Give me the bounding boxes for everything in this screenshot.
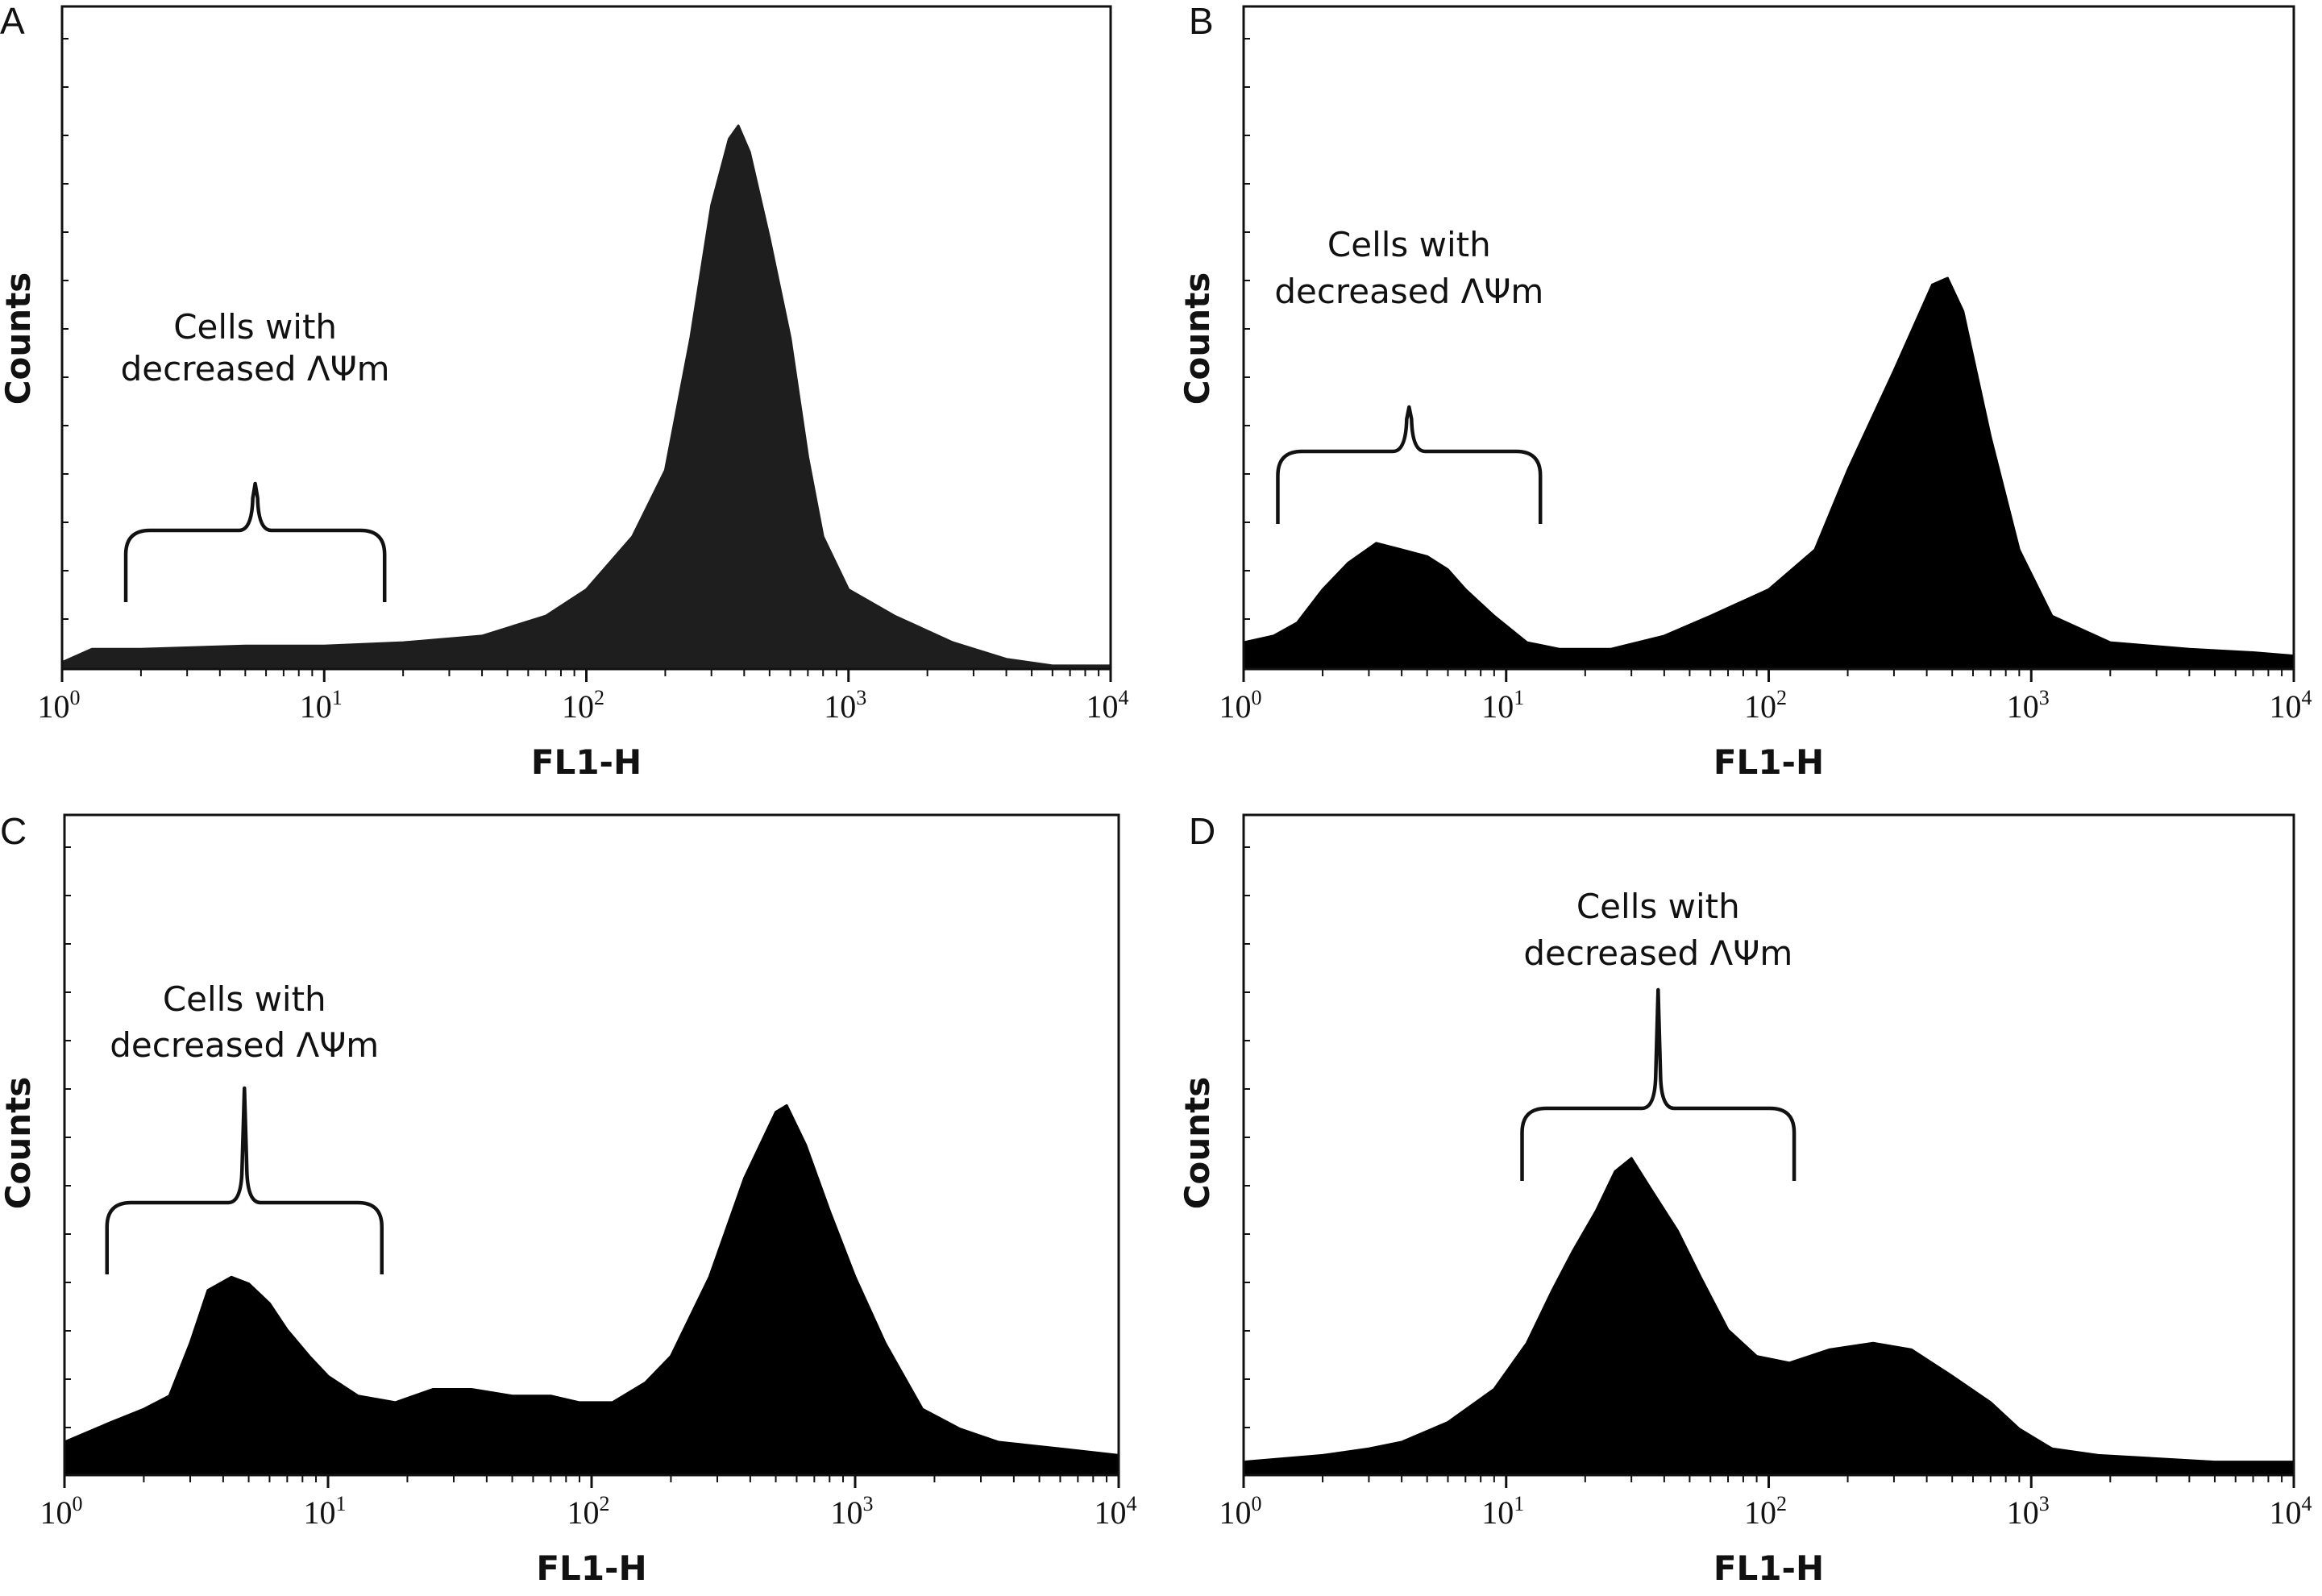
x-tick-base: 10 bbox=[824, 688, 856, 725]
x-tick-label: 104 bbox=[2270, 1492, 2312, 1531]
x-tick-label: 100 bbox=[1219, 686, 1262, 725]
x-tick-exponent: 1 bbox=[336, 1492, 347, 1515]
x-tick-exponent: 0 bbox=[1252, 1492, 1262, 1515]
x-tick-base: 10 bbox=[1744, 1494, 1776, 1531]
x-tick-base: 10 bbox=[1095, 1494, 1127, 1531]
annotation-line-2: decreased ΛΨm bbox=[1523, 933, 1792, 973]
x-tick-base: 10 bbox=[38, 688, 70, 725]
annotation-line-1: Cells with bbox=[173, 307, 337, 347]
x-tick-base: 10 bbox=[1481, 688, 1514, 725]
x-axis-label: FL1-H bbox=[536, 1548, 646, 1588]
y-axis-label: Counts bbox=[0, 272, 38, 405]
annotation-line-1: Cells with bbox=[1576, 887, 1740, 926]
x-tick-label: 104 bbox=[1095, 1492, 1137, 1531]
x-tick-base: 10 bbox=[1219, 1494, 1252, 1531]
x-tick-exponent: 0 bbox=[1252, 686, 1262, 709]
x-tick-label: 100 bbox=[1219, 1492, 1262, 1531]
histogram-area-c-0 bbox=[63, 1103, 1120, 1477]
x-tick-base: 10 bbox=[1481, 1494, 1514, 1531]
x-tick-base: 10 bbox=[1219, 688, 1252, 725]
x-tick-base: 10 bbox=[1744, 688, 1776, 725]
x-axis-label: FL1-H bbox=[1713, 1548, 1824, 1588]
annotation-line-1: Cells with bbox=[1327, 225, 1491, 264]
x-tick-label: 104 bbox=[1086, 686, 1129, 725]
x-tick-base: 10 bbox=[2270, 1494, 2302, 1531]
x-tick-exponent: 3 bbox=[856, 686, 866, 709]
x-tick-exponent: 2 bbox=[1776, 686, 1787, 709]
x-tick-base: 10 bbox=[831, 1494, 863, 1531]
panel-letter: A bbox=[0, 0, 25, 42]
x-tick-label: 102 bbox=[1744, 1492, 1787, 1531]
x-tick-label: 104 bbox=[2270, 686, 2312, 725]
x-tick-exponent: 4 bbox=[1119, 686, 1129, 709]
x-tick-label: 103 bbox=[2007, 1492, 2050, 1531]
x-tick-exponent: 3 bbox=[2039, 1492, 2050, 1515]
x-tick-base: 10 bbox=[2270, 688, 2302, 725]
x-tick-label: 102 bbox=[562, 686, 604, 725]
x-tick-label: 100 bbox=[40, 1492, 83, 1531]
x-tick-label: 101 bbox=[1481, 686, 1524, 725]
x-tick-exponent: 4 bbox=[2302, 1492, 2312, 1515]
annotation-line-2: decreased ΛΨm bbox=[121, 349, 390, 389]
x-tick-exponent: 2 bbox=[600, 1492, 610, 1515]
x-tick-base: 10 bbox=[304, 1494, 336, 1531]
x-tick-exponent: 1 bbox=[1514, 1492, 1524, 1515]
x-tick-label: 101 bbox=[300, 686, 343, 725]
x-tick-exponent: 3 bbox=[863, 1492, 874, 1515]
x-tick-label: 102 bbox=[1744, 686, 1787, 725]
x-tick-exponent: 3 bbox=[2039, 686, 2050, 709]
annotation-line-2: decreased ΛΨm bbox=[1274, 272, 1543, 311]
x-tick-label: 101 bbox=[304, 1492, 347, 1531]
x-tick-exponent: 4 bbox=[2302, 686, 2312, 709]
x-tick-exponent: 1 bbox=[332, 686, 343, 709]
x-tick-exponent: 4 bbox=[1127, 1492, 1137, 1515]
annotation-brace bbox=[123, 481, 387, 602]
x-tick-exponent: 1 bbox=[1514, 686, 1524, 709]
x-tick-base: 10 bbox=[567, 1494, 600, 1531]
x-tick-exponent: 0 bbox=[70, 686, 81, 709]
x-axis-label: FL1-H bbox=[531, 742, 642, 782]
x-tick-label: 101 bbox=[1481, 1492, 1524, 1531]
panel-letter: D bbox=[1189, 810, 1215, 852]
histogram-area-b-0 bbox=[1242, 276, 2295, 671]
histogram-area-a-0 bbox=[60, 124, 1112, 671]
x-tick-base: 10 bbox=[1086, 688, 1119, 725]
x-tick-exponent: 2 bbox=[594, 686, 604, 709]
x-tick-base: 10 bbox=[300, 688, 332, 725]
panel-letter: C bbox=[0, 810, 27, 852]
annotation-brace bbox=[1276, 405, 1543, 524]
histogram-area-d-0 bbox=[1242, 1157, 2295, 1477]
annotation-brace bbox=[105, 1086, 384, 1274]
x-tick-label: 100 bbox=[38, 686, 81, 725]
x-tick-exponent: 2 bbox=[1776, 1492, 1787, 1515]
y-axis-label: Counts bbox=[1178, 272, 1217, 405]
annotation-line-2: decreased ΛΨm bbox=[110, 1025, 379, 1065]
y-axis-label: Counts bbox=[1178, 1077, 1217, 1210]
panel-letter: B bbox=[1189, 0, 1214, 42]
x-tick-label: 102 bbox=[567, 1492, 610, 1531]
x-tick-base: 10 bbox=[2007, 688, 2039, 725]
x-tick-label: 103 bbox=[824, 686, 866, 725]
annotation-line-1: Cells with bbox=[163, 979, 326, 1019]
x-tick-exponent: 0 bbox=[73, 1492, 83, 1515]
x-axis-label: FL1-H bbox=[1713, 742, 1824, 782]
x-tick-label: 103 bbox=[831, 1492, 874, 1531]
x-tick-base: 10 bbox=[562, 688, 594, 725]
y-axis-label: Counts bbox=[0, 1077, 38, 1210]
x-tick-base: 10 bbox=[40, 1494, 73, 1531]
x-tick-label: 103 bbox=[2007, 686, 2050, 725]
x-tick-base: 10 bbox=[2007, 1494, 2039, 1531]
annotation-brace bbox=[1520, 987, 1797, 1181]
